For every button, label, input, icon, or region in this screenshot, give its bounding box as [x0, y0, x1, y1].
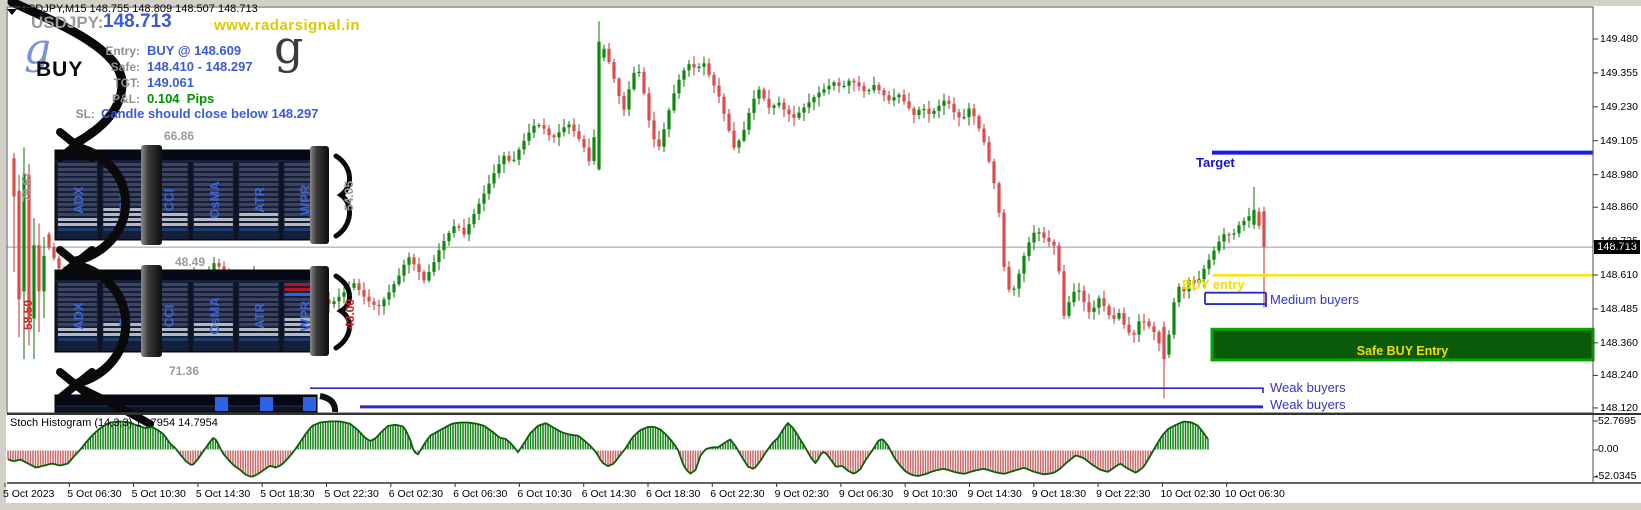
price-axis-label: 148.980 [1600, 168, 1638, 181]
safe-label: Safe: [110, 60, 140, 74]
pl-number: 0.104 [147, 91, 180, 106]
target-label: Target [1196, 155, 1235, 170]
time-axis-label: 9 Oct 02:30 [774, 488, 829, 500]
price-axis-label: 148.610 [1600, 269, 1638, 282]
watermark-g-gray: g [274, 20, 304, 74]
price-axis-label: 149.105 [1600, 134, 1638, 147]
time-axis-label: 6 Oct 10:30 [517, 488, 572, 500]
time-axis-label: 9 Oct 22:30 [1096, 488, 1151, 500]
panel-column-label: CCI [162, 305, 177, 327]
weak-buyers-line-1 [310, 387, 1264, 394]
price-axis-label: 148.240 [1600, 369, 1638, 382]
tgt-label: TGT: [113, 76, 140, 90]
weak-buyers-label-1: Weak buyers [1270, 380, 1346, 395]
time-axis-label: 6 Oct 18:30 [646, 488, 701, 500]
entry-value: BUY @ 148.609 [147, 43, 242, 58]
time-axis-label: 9 Oct 06:30 [838, 488, 894, 500]
safe-buy-entry-label: Safe BUY Entry [1356, 344, 1449, 358]
panel-column-label: ATR [252, 187, 267, 213]
time-axis-label: 5 Oct 2023 [3, 488, 55, 500]
pl-value: 0.104 Pips [147, 91, 214, 106]
watermark-buy-text: BUY [36, 58, 84, 81]
time-axis-label: 6 Oct 02:30 [388, 488, 444, 500]
watermark-site-link: www.radarsignal.in [214, 17, 360, 34]
price-axis-label: 148.485 [1600, 302, 1638, 315]
price-axis-label: 148.120 [1600, 401, 1638, 414]
medium-buyers-label: Medium buyers [1270, 292, 1359, 307]
sub-axis-zero: 0.00 [1598, 443, 1619, 455]
bottom-frame [0, 503, 1641, 510]
weak-buyers-label-2: Weak buyers [1270, 397, 1346, 412]
panel-column-label: CCI [162, 189, 177, 211]
sl-value: Candle should close below 148.297 [101, 106, 319, 121]
time-axis-label: 5 Oct 22:30 [324, 488, 379, 500]
price-axis-label: 149.230 [1600, 100, 1638, 113]
panel2-left-value: 58.50 [21, 300, 35, 331]
chart-background [6, 6, 1641, 503]
price-axis-label: 149.355 [1600, 66, 1638, 79]
panel1-top-value: 66.86 [164, 129, 195, 143]
time-axis-label: 5 Oct 14:30 [195, 488, 251, 500]
time-axis-label: 9 Oct 10:30 [903, 488, 958, 500]
sub-axis-min: -52.0345 [1595, 470, 1637, 482]
price-axis-label: 148.735 [1600, 235, 1638, 248]
pl-unit: Pips [186, 91, 215, 106]
stoch-signal-line [7, 420, 1209, 478]
time-axis-label: 5 Oct 06:30 [67, 488, 122, 500]
panel-column-label: ATR [252, 303, 267, 329]
indicator-panel-2: ADX RSI CCI OsMA ATR WPR [54, 265, 352, 357]
indicator-label: Stoch Histogram (14,3,3) 14.7954 14.7954 [10, 417, 218, 429]
panel1-right-value: 54.05 [342, 181, 356, 212]
watermark-g-blue: g [24, 24, 51, 73]
time-axis-label: 6 Oct 14:30 [581, 488, 636, 500]
time-axis-label: 9 Oct 18:30 [1031, 488, 1087, 500]
panel-column-label: ADX [71, 302, 86, 330]
sub-axis-max: 52.7695 [1598, 415, 1636, 427]
time-axis-label: 10 Oct 02:30 [1160, 488, 1221, 500]
price-axis-label: 149.480 [1600, 33, 1638, 45]
panel-column-label: WPR [298, 184, 313, 215]
panel-column-label: ADX [71, 186, 86, 214]
safe-buy-zone [1210, 327, 1595, 362]
panel2-top-value: 48.49 [175, 255, 206, 269]
panel-column-label: OsMA [207, 181, 222, 219]
watermark-symbol-label: USDJPY: [31, 13, 104, 32]
price-axis-label: 148.360 [1600, 336, 1638, 349]
panel-column-label: OsMA [207, 297, 222, 335]
price-axis-label: 148.860 [1600, 201, 1638, 214]
time-axis-label: 6 Oct 06:30 [453, 488, 508, 500]
entry-label: Entry: [105, 44, 140, 58]
pl-label: P&L: [112, 92, 140, 106]
chart-title: USDJPY,M15 148.755 148.809 148.507 148.7… [20, 3, 258, 15]
chart-menu-arrow-icon[interactable] [7, 9, 17, 15]
safe-value: 148.410 - 148.297 [147, 59, 253, 74]
current-price-tag: 148.713 [1594, 240, 1640, 254]
panel2-right-value: 43.00 [343, 299, 357, 330]
time-axis-label: 5 Oct 18:30 [260, 488, 315, 500]
tgt-value: 149.061 [147, 75, 194, 90]
time-axis-label: 5 Oct 10:30 [131, 488, 186, 500]
time-axis-label: 6 Oct 22:30 [710, 488, 765, 500]
sl-label: SL: [75, 107, 95, 121]
time-axis-label: 9 Oct 14:30 [967, 488, 1022, 500]
panel3-top-value: 71.36 [169, 364, 200, 378]
time-axis-label: 10 Oct 06:30 [1224, 488, 1285, 500]
medium-buyers-channel [1204, 291, 1267, 308]
panel-column-label: WPR [298, 300, 313, 331]
watermark-symbol-price: 148.713 [103, 11, 172, 32]
panel1-left-value: 79.67 [20, 172, 34, 203]
buy-entry-label: BUY entry [1182, 277, 1245, 292]
brace-watermark [7, 0, 154, 428]
